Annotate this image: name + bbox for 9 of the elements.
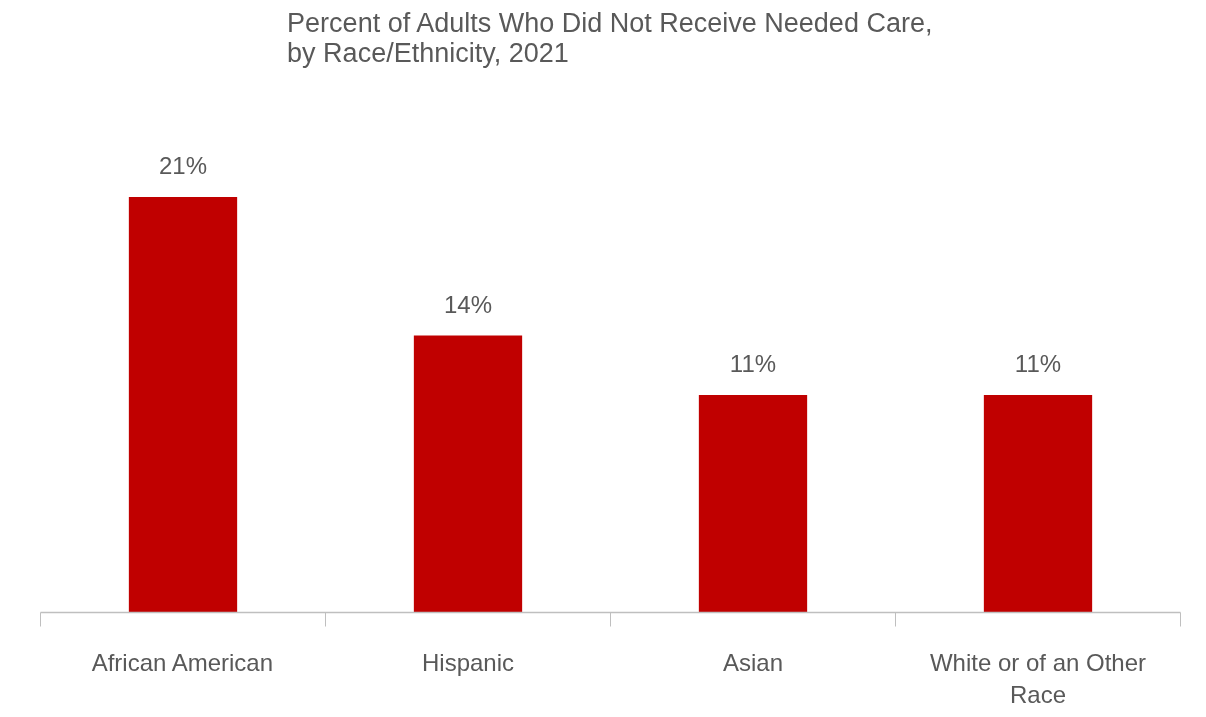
data-label: 14% <box>443 290 493 318</box>
data-label: 11% <box>729 349 777 377</box>
x-tick-label: Asian <box>722 648 784 676</box>
chart-title: Percent of Adults Who Did Not Receive Needed Care, by Race/Ethnicity, 2021 <box>287 7 933 68</box>
x-tick-label: Hispanic <box>421 648 515 676</box>
x-tick-label: White or of an Other Race <box>929 648 1147 708</box>
data-label: 11% <box>1014 349 1062 377</box>
x-tick-label: African American <box>91 648 274 676</box>
data-label: 21% <box>158 152 208 180</box>
